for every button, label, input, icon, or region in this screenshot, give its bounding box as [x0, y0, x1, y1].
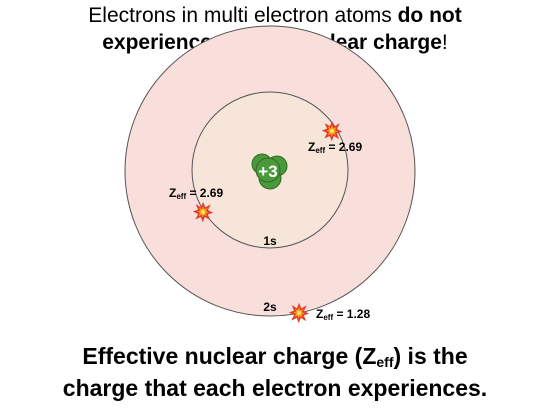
nucleus-charge-label: +3 [258, 162, 277, 181]
heading-emphasis: do not [397, 4, 462, 27]
zeff-label-1s-left: Zeff = 2.69 [169, 186, 223, 201]
caption-line-2: charge that each electron experiences. [62, 375, 488, 401]
nucleus: +3 [251, 153, 288, 190]
heading-line-1: Electrons in multi electron atoms do not [0, 2, 550, 29]
heading-text: Electrons in multi electron atoms [88, 4, 398, 27]
zeff-label-2s: Zeff = 1.28 [316, 307, 370, 322]
heading-exclamation: ! [441, 31, 448, 54]
caption-line-1: Effective nuclear charge (Zeff) is the [82, 343, 468, 370]
shell-label-1s: 1s [263, 234, 277, 248]
zeff-label-1s-right: Zeff = 2.69 [308, 140, 362, 155]
caption: Effective nuclear charge (Zeff) is the c… [0, 340, 550, 404]
shell-label-2s: 2s [263, 300, 277, 314]
